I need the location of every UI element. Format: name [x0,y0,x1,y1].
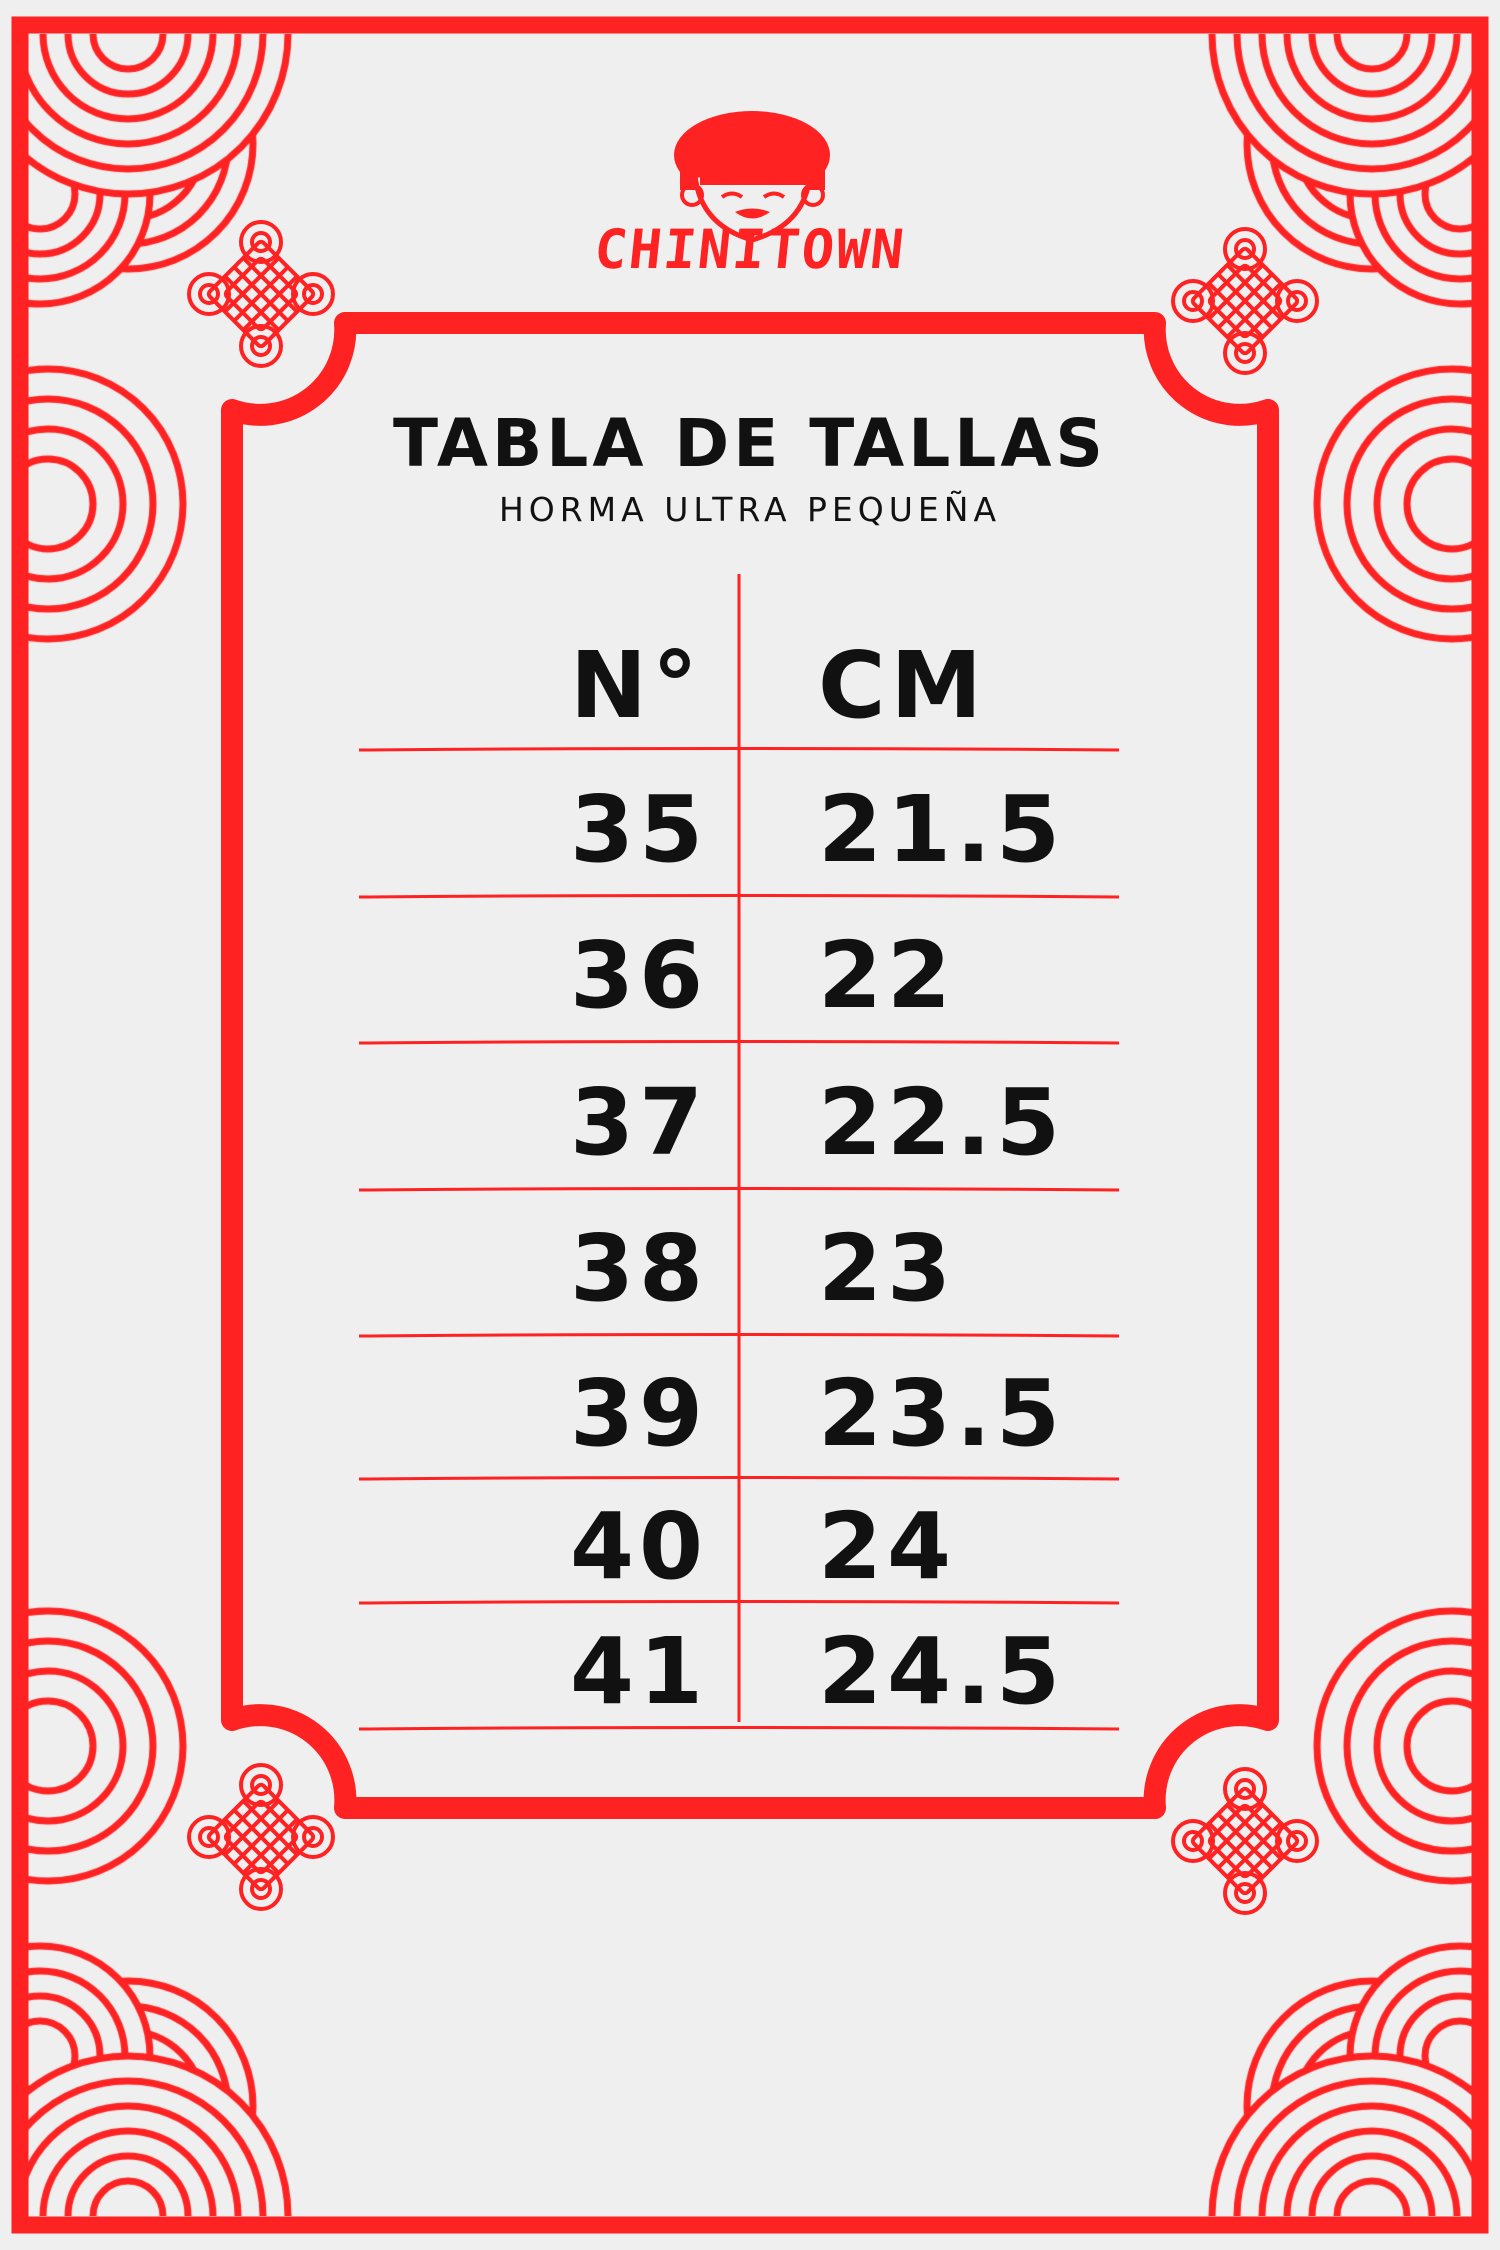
header-cm: CM [818,632,988,739]
row-divider [358,1333,1120,1338]
size-value: 36 [570,922,709,1029]
size-value: 35 [570,775,709,883]
cm-value: 24 [818,1493,957,1600]
brand-name: CHINITOWN [591,218,909,281]
row-divider [358,894,1120,899]
cm-value: 23 [818,1215,957,1322]
page-subtitle: HORMA ULTRA PEQUEÑA [498,490,1002,529]
table-grid [358,574,1120,1731]
cm-value: 22.5 [818,1068,1065,1176]
row-divider [358,1040,1120,1045]
size-value: 41 [570,1618,709,1725]
cm-value: 21.5 [818,775,1065,883]
cm-value: 24.5 [818,1618,1065,1725]
outer-border [11,16,1489,2234]
size-value: 37 [570,1068,709,1176]
page-title: TABLA DE TALLAS [393,405,1107,482]
cm-value: 23.5 [818,1359,1065,1467]
table-frame [221,312,1279,1819]
row-divider [358,1476,1120,1481]
size-value: 40 [570,1493,709,1600]
size-value: 38 [570,1215,709,1322]
header-size: N° [570,632,703,739]
row-divider [358,1600,1120,1605]
cm-value: 22 [818,922,957,1029]
girl-face-logo [674,111,830,243]
size-value: 39 [570,1359,709,1467]
row-divider [358,747,1120,752]
row-divider [358,1726,1120,1731]
row-divider [358,1187,1120,1192]
